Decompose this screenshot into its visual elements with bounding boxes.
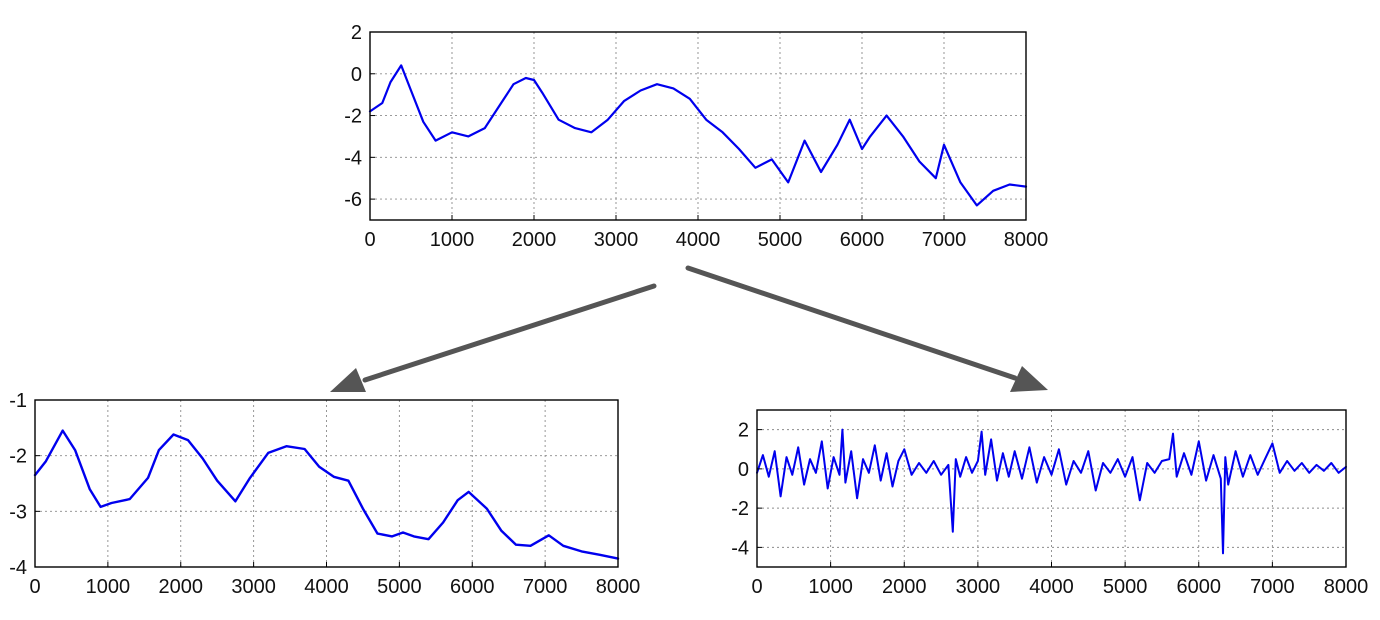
smooth-xtick-label: 0: [29, 576, 40, 598]
residual-ytick-label: 2: [738, 420, 749, 442]
original-xtick-label: 1000: [430, 229, 475, 251]
smooth-xtick-label: 3000: [231, 576, 276, 598]
original-xtick-label: 3000: [594, 229, 639, 251]
original-xtick-label: 5000: [758, 229, 803, 251]
smooth-xtick-label: 6000: [450, 576, 495, 598]
original-signal-chart: 0 1000 2000 3000 4000 5000 6000 7000 8000 2 0 -2 -4 -…: [344, 22, 1048, 251]
residual-ytick-label: -2: [731, 498, 749, 520]
residual-xtick-label: 7000: [1250, 576, 1295, 598]
original-xtick-label: 8000: [1004, 229, 1049, 251]
residual-xtick-label: 6000: [1177, 576, 1222, 598]
residual-xtick-label: 4000: [1029, 576, 1074, 598]
smooth-xtick-label: 4000: [304, 576, 349, 598]
arrow-to-smooth: [362, 283, 657, 383]
original-xtick-label: 2000: [512, 229, 557, 251]
original-ytick-label: 0: [351, 64, 362, 86]
smooth-ytick-label: -1: [9, 390, 27, 412]
original-ytick-label: 2: [351, 22, 362, 44]
residual-series-line: [756, 428, 1347, 555]
original-plot-frame: [369, 31, 1027, 221]
arrowhead-right-icon: [1010, 366, 1048, 392]
residual-xtick-label: 8000: [1324, 576, 1369, 598]
residual-plot-frame: [756, 409, 1347, 568]
original-xtick-label: 7000: [922, 229, 967, 251]
residual-xtick-label: 2000: [882, 576, 927, 598]
smooth-ytick-label: -2: [9, 446, 27, 468]
smooth-xtick-label: 2000: [159, 576, 204, 598]
original-ytick-label: -6: [344, 189, 362, 211]
original-xtick-label: 6000: [840, 229, 885, 251]
smooth-xtick-label: 7000: [523, 576, 568, 598]
residual-ytick-label: 0: [738, 459, 749, 481]
smooth-xtick-label: 5000: [377, 576, 422, 598]
arrowhead-left-icon: [330, 368, 366, 392]
arrow-to-residual: [685, 265, 1018, 381]
original-series-line: [368, 64, 1028, 207]
smooth-xtick-label: 1000: [86, 576, 131, 598]
original-xtick-label: 0: [364, 229, 375, 251]
smooth-ytick-label: -4: [9, 557, 27, 579]
smooth-series-line: [33, 429, 620, 560]
original-xtick-label: 4000: [676, 229, 721, 251]
residual-xtick-label: 1000: [808, 576, 853, 598]
original-ytick-label: -4: [344, 147, 362, 169]
residual-component-chart: 0 1000 2000 3000 4000 5000 6000 7000 8000 2 0 -2 -4: [731, 409, 1369, 598]
residual-xtick-label: 3000: [956, 576, 1001, 598]
decomposition-arrows: [330, 265, 1048, 392]
original-ytick-label: -2: [344, 106, 362, 128]
smooth-xtick-label: 8000: [596, 576, 641, 598]
residual-ytick-label: -4: [731, 537, 749, 559]
residual-xtick-label: 5000: [1103, 576, 1148, 598]
smooth-component-chart: 0 1000 2000 3000 4000 5000 6000 7000 8000 -1 -2 -3 -…: [9, 390, 640, 598]
residual-xtick-label: 0: [751, 576, 762, 598]
smooth-ytick-label: -3: [9, 501, 27, 523]
